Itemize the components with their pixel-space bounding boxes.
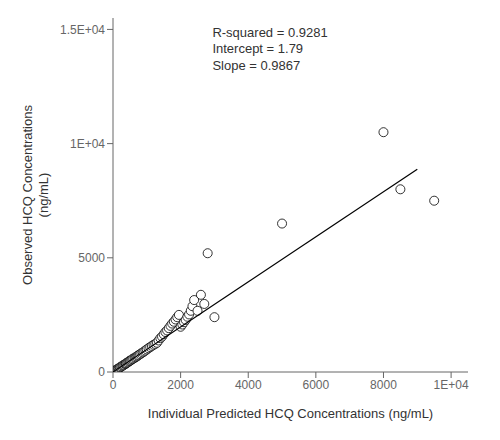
svg-text:1E+04: 1E+04 (70, 137, 105, 151)
svg-text:0: 0 (98, 365, 105, 379)
svg-text:Individual Predicted HCQ Conce: Individual Predicted HCQ Concentrations … (148, 406, 433, 421)
svg-text:4000: 4000 (235, 378, 262, 392)
html-text:R-squared = 0.9281 Intercept =: R-squared = 0.9281 Intercept = 1.79 Slop… (212, 25, 328, 73)
svg-text:2000: 2000 (167, 378, 194, 392)
svg-text:0: 0 (110, 378, 117, 392)
svg-text:5000: 5000 (78, 251, 105, 265)
svg-text:1.5E+04: 1.5E+04 (60, 23, 105, 37)
svg-text:1E+04: 1E+04 (434, 378, 469, 392)
svg-text:8000: 8000 (370, 378, 397, 392)
svg-text:Observed HCQ Concentrations(ng: Observed HCQ Concentrations(ng/mL) (20, 105, 51, 285)
svg-text:6000: 6000 (303, 378, 330, 392)
